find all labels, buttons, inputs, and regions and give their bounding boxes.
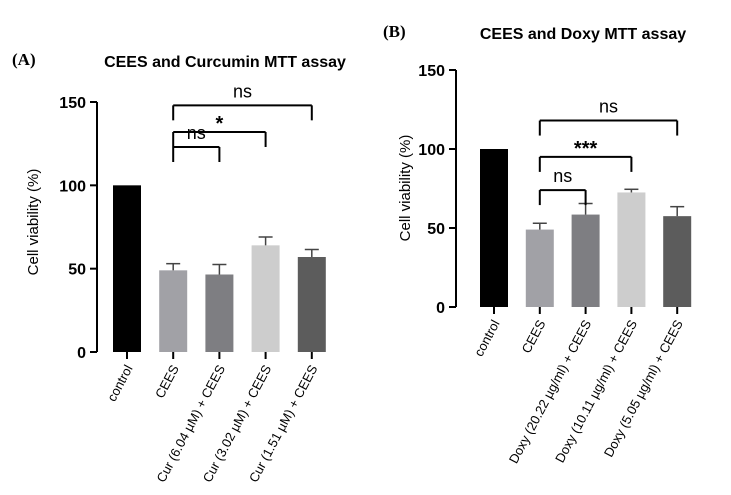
y-tick-label-b: 150: [418, 63, 445, 80]
bar-b-1: [525, 229, 554, 307]
x-tick-label-b-3: Doxy (10.11 µg/ml) + CEES: [552, 317, 640, 465]
bar-a-0: [113, 185, 141, 352]
sig-label-b-0: ns: [553, 166, 572, 186]
sig-label-a-2: ns: [233, 81, 252, 101]
x-tick-label-a-0: control: [104, 362, 136, 404]
panel-label-b: (B): [383, 22, 406, 41]
bar-b-0: [480, 149, 508, 307]
y-tick-label-a: 50: [68, 262, 86, 279]
y-axis-label-a: Cell viability (%): [25, 169, 42, 276]
bar-b-4: [663, 216, 692, 307]
x-tick-label-b-4: Doxy (5.05 µg/ml) + CEES: [601, 317, 686, 459]
bar-a-1: [159, 270, 188, 352]
bar-b-3: [617, 192, 646, 307]
chart-title-a: CEES and Curcumin MTT assay: [104, 54, 346, 71]
bar-a-2: [205, 274, 234, 352]
bar-a-3: [251, 245, 280, 352]
x-tick-label-b-0: control: [471, 317, 503, 359]
sig-label-b-1: ***: [574, 138, 598, 160]
y-tick-label-b: 0: [436, 300, 445, 317]
x-tick-label-a-1: CEES: [152, 362, 182, 401]
bar-a-4: [297, 257, 326, 352]
y-tick-label-b: 50: [427, 221, 445, 238]
chart-title-b: CEES and Doxy MTT assay: [480, 26, 686, 43]
y-tick-label-a: 100: [59, 178, 86, 195]
panel-label-a: (A): [12, 50, 36, 69]
y-tick-label-a: 0: [77, 345, 86, 362]
x-tick-label-b-1: CEES: [519, 317, 549, 356]
bar-b-2: [571, 214, 600, 307]
x-tick-label-b-2: Doxy (20.22 µg/ml) + CEES: [506, 317, 595, 466]
y-tick-label-b: 100: [418, 142, 445, 159]
y-tick-label-a: 150: [59, 95, 86, 112]
sig-label-a-1: *: [216, 113, 224, 135]
y-axis-label-b: Cell viability (%): [397, 135, 414, 242]
sig-label-b-2: ns: [599, 97, 618, 117]
